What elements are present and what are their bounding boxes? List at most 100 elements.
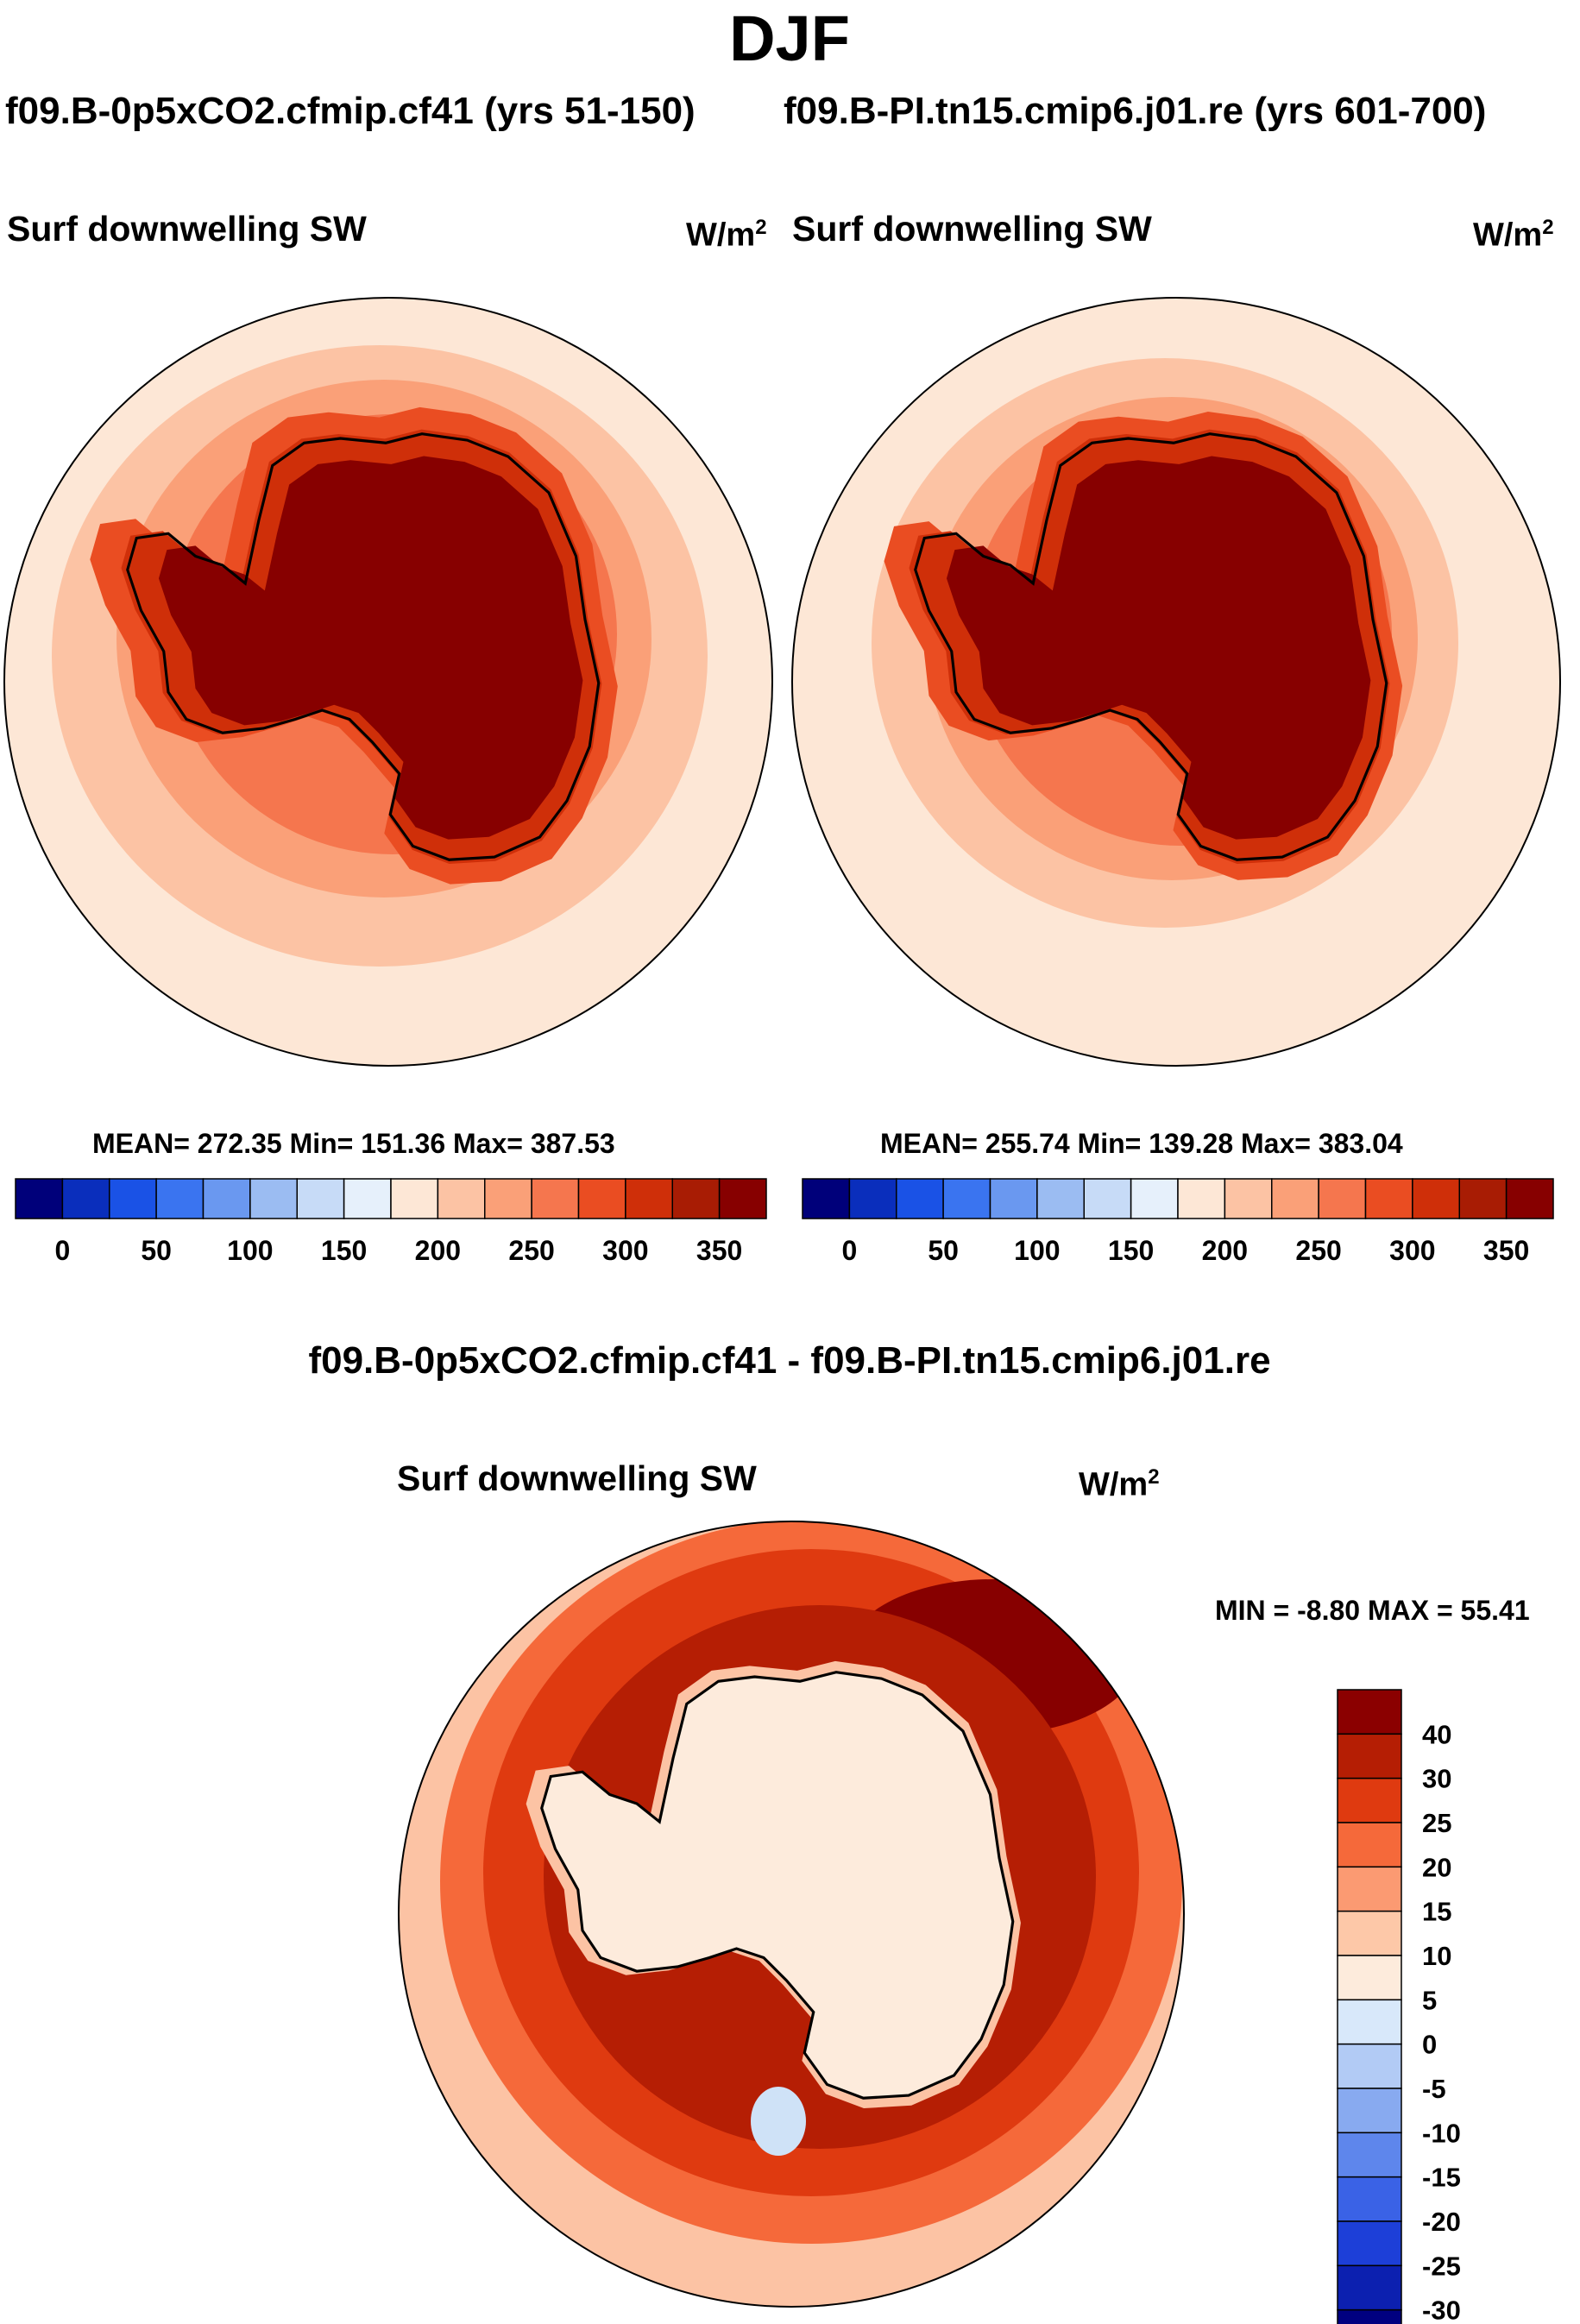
diff-panel-units: W/m2 — [1079, 1465, 1160, 1503]
diff-colorbar-swatch — [1337, 1955, 1402, 2001]
diff-colorbar-swatch — [1337, 1822, 1402, 1868]
left-colorbar-tick-label: 200 — [415, 1235, 461, 1266]
diff-colorbar-swatch — [1337, 1999, 1402, 2045]
right-colorbar-swatch — [848, 1178, 897, 1219]
right-colorbar-swatch — [896, 1178, 944, 1219]
right-colorbar-swatch — [1177, 1178, 1226, 1219]
diff-minmax: MIN = -8.80 MAX = 55.41 — [1215, 1595, 1530, 1626]
right-colorbar-tick-label: 100 — [1014, 1235, 1060, 1266]
right-colorbar-swatch — [1224, 1178, 1273, 1219]
left-colorbar-tick-label: 100 — [227, 1235, 273, 1266]
left-colorbar-tick-label: 150 — [321, 1235, 367, 1266]
left-colorbar-swatch — [531, 1178, 580, 1219]
left-panel-units: W/m2 — [686, 216, 767, 254]
left-colorbar-swatch — [296, 1178, 345, 1219]
left-colorbar-swatch — [15, 1178, 64, 1219]
right-panel-variable: Surf downwelling SW — [792, 209, 1152, 249]
diff-colorbar-tick-label: -5 — [1422, 2074, 1446, 2104]
diff-colorbar-tick-label: 15 — [1422, 1897, 1451, 1927]
left-colorbar-swatch — [249, 1178, 298, 1219]
diff-title: f09.B-0p5xCO2.cfmip.cf41 - f09.B-PI.tn15… — [308, 1339, 1271, 1382]
diff-colorbar-tick-label: 0 — [1422, 2030, 1437, 2060]
diff-colorbar-swatch — [1337, 2264, 1402, 2311]
diff-negative-patch — [751, 2087, 806, 2156]
left-colorbar-swatch — [671, 1178, 721, 1219]
left-panel-header: f09.B-0p5xCO2.cfmip.cf41 (yrs 51-150) — [5, 90, 696, 132]
left-colorbar-tick-label: 300 — [602, 1235, 648, 1266]
left-colorbar-tick-label: 50 — [141, 1235, 172, 1266]
diff-colorbar-swatch — [1337, 2308, 1402, 2324]
diff-colorbar-tick-label: -10 — [1422, 2118, 1461, 2148]
right-colorbar-tick-label: 250 — [1295, 1235, 1341, 1266]
right-colorbar-swatch — [1083, 1178, 1132, 1219]
diff-colorbar-tick-label: 25 — [1422, 1808, 1451, 1838]
right-colorbar-swatch — [989, 1178, 1038, 1219]
diff-colorbar-swatch — [1337, 1689, 1402, 1735]
right-panel-header: f09.B-PI.tn15.cmip6.j01.re (yrs 601-700) — [784, 90, 1487, 132]
right-colorbar-swatch — [1364, 1178, 1413, 1219]
left-panel-stats: MEAN= 272.35 Min= 151.36 Max= 387.53 — [92, 1128, 615, 1159]
right-colorbar-swatch — [1130, 1178, 1179, 1219]
right-panel-units: W/m2 — [1473, 216, 1554, 254]
right-colorbar-swatch — [1412, 1178, 1460, 1219]
right-map-border — [791, 297, 1561, 1067]
left-panel-variable: Surf downwelling SW — [7, 209, 367, 249]
left-colorbar-swatch — [109, 1178, 157, 1219]
right-colorbar-tick-label: 150 — [1108, 1235, 1154, 1266]
left-map — [4, 298, 772, 1066]
right-colorbar: 0 50 100 150 200 250 300 350 — [802, 1178, 1554, 1266]
diff-map-border — [398, 1521, 1185, 2308]
diff-colorbar-swatch — [1337, 1733, 1402, 1779]
left-colorbar-swatch — [390, 1178, 439, 1219]
right-colorbar-swatch — [1318, 1178, 1367, 1219]
left-colorbar-swatch — [155, 1178, 205, 1219]
diff-colorbar-swatch — [1337, 1777, 1402, 1823]
left-colorbar: 0 50 100 150 200 250 300 350 — [15, 1178, 767, 1266]
diff-colorbar-tick-label: -30 — [1422, 2296, 1461, 2324]
diff-colorbar-swatch — [1337, 2176, 1402, 2222]
diff-colorbar-swatch — [1337, 2132, 1402, 2178]
left-colorbar-swatch — [343, 1178, 392, 1219]
diff-colorbar-swatch — [1337, 1910, 1402, 1956]
figure-title: DJF — [729, 3, 850, 74]
right-colorbar-tick-label: 300 — [1389, 1235, 1435, 1266]
right-colorbar-swatch — [802, 1178, 851, 1219]
right-colorbar-swatch — [1271, 1178, 1319, 1219]
left-colorbar-swatch — [61, 1178, 110, 1219]
left-colorbar-swatch — [484, 1178, 532, 1219]
left-colorbar-swatch — [625, 1178, 673, 1219]
diff-colorbar-tick-label: 10 — [1422, 1941, 1451, 1971]
left-colorbar-tick-label: 350 — [696, 1235, 742, 1266]
right-colorbar-swatch — [942, 1178, 991, 1219]
diff-map — [399, 1521, 1184, 2307]
diff-colorbar-tick-label: 20 — [1422, 1852, 1451, 1882]
right-colorbar-tick-label: 50 — [928, 1235, 959, 1266]
diff-colorbar-swatch — [1337, 2043, 1402, 2089]
left-map-border — [3, 297, 773, 1067]
right-colorbar-tick-label: 350 — [1483, 1235, 1529, 1266]
diff-colorbar-tick-label: 5 — [1422, 1985, 1437, 2015]
right-colorbar-swatch — [1036, 1178, 1085, 1219]
right-map — [792, 298, 1560, 1066]
diff-colorbar-tick-label: 30 — [1422, 1764, 1451, 1794]
left-colorbar-swatch — [577, 1178, 626, 1219]
diff-colorbar-tick-label: -25 — [1422, 2251, 1461, 2281]
diff-colorbar-swatch — [1337, 1866, 1402, 1912]
right-colorbar-swatch — [1505, 1178, 1554, 1219]
diff-colorbar-swatch — [1337, 2220, 1402, 2267]
right-colorbar-swatch — [1458, 1178, 1508, 1219]
left-colorbar-tick-label: 0 — [54, 1235, 70, 1266]
diff-colorbar-tick-label: 40 — [1422, 1719, 1451, 1749]
diff-colorbar-swatch — [1337, 2088, 1402, 2134]
right-panel-stats: MEAN= 255.74 Min= 139.28 Max= 383.04 — [880, 1128, 1403, 1159]
right-colorbar-tick-label: 200 — [1202, 1235, 1248, 1266]
diff-panel-variable: Surf downwelling SW — [397, 1458, 757, 1498]
diff-colorbar-tick-label: -20 — [1422, 2207, 1461, 2237]
diff-colorbar-tick-label: -15 — [1422, 2163, 1461, 2193]
left-colorbar-swatch — [718, 1178, 767, 1219]
right-colorbar-tick-label: 0 — [841, 1235, 857, 1266]
left-colorbar-tick-label: 250 — [508, 1235, 554, 1266]
left-colorbar-swatch — [437, 1178, 486, 1219]
